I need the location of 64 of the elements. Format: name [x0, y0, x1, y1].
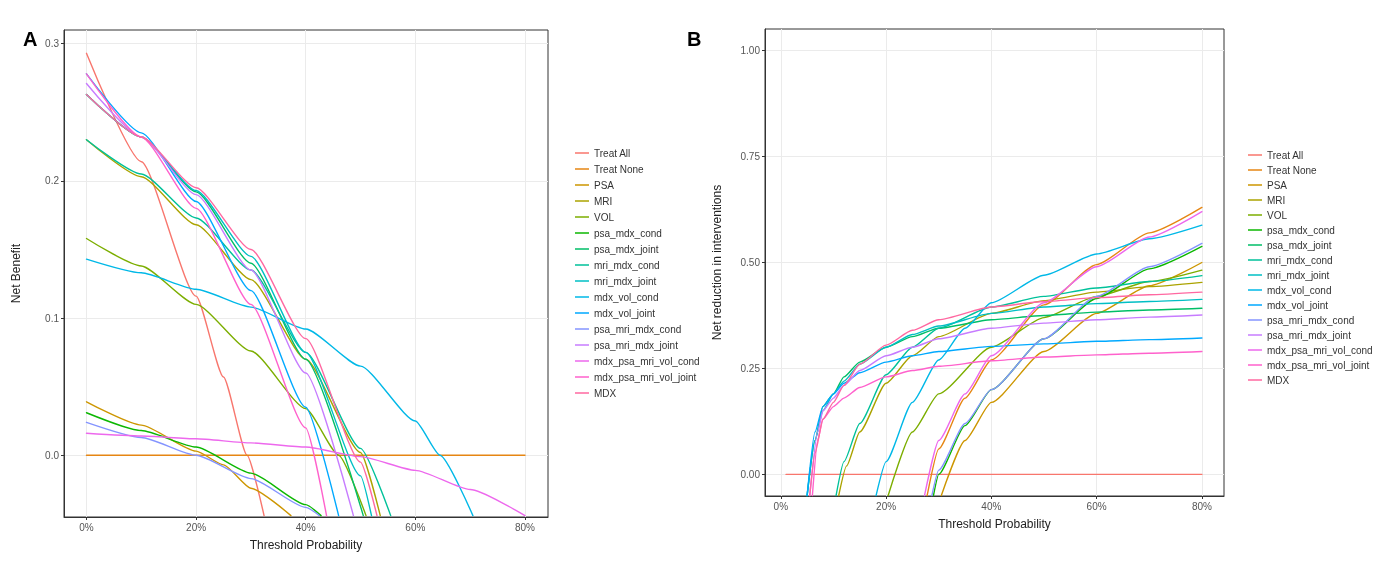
y-tick-label: 0.25	[740, 362, 761, 374]
legend-label: mdx_vol_joint	[1267, 299, 1329, 311]
y-tick-label: 1.00	[740, 45, 761, 57]
legend-label: mdx_psa_mri_vol_cond	[594, 355, 700, 367]
legend-label: Treat All	[594, 147, 631, 159]
x-tick-label: 40%	[981, 500, 1002, 512]
legend-label: psa_mdx_joint	[1267, 239, 1332, 251]
legend-label: MDX	[594, 387, 617, 399]
x-tick-label: 80%	[514, 521, 536, 533]
y-tick-label: 0.00	[740, 468, 761, 480]
legend-label: mri_mdx_joint	[594, 275, 657, 287]
y-tick-label: 0.50	[740, 257, 761, 268]
x-tick-label: 60%	[1086, 500, 1107, 512]
x-tick-label: 40%	[295, 521, 316, 533]
legend-label: mdx_psa_mri_vol_joint	[594, 371, 697, 383]
legend-label: psa_mdx_cond	[1267, 224, 1335, 236]
line-series	[85, 258, 474, 517]
x-tick-label: 80%	[1191, 500, 1213, 512]
x-tick-label: 0%	[773, 500, 789, 512]
legend-label: VOL	[594, 211, 615, 223]
y-tick-label: 0.75	[740, 151, 761, 163]
legend-label: mdx_vol_cond	[1267, 284, 1332, 296]
y-tick-label: 0.1	[45, 312, 60, 324]
x-tick-label: 20%	[186, 521, 207, 533]
legend-label: psa_mri_mdx_joint	[594, 339, 679, 351]
legend-label: Treat All	[1267, 149, 1304, 161]
x-axis-title: Threshold Probability	[938, 517, 1051, 531]
line-series	[85, 401, 292, 517]
line-series	[85, 432, 526, 517]
legend-label: psa_mdx_joint	[594, 243, 659, 255]
y-tick-label: 0.0	[45, 449, 60, 461]
x-tick-label: 20%	[876, 500, 897, 512]
line-series	[887, 269, 1203, 497]
legend-label: MDX	[1267, 374, 1290, 386]
x-axis-title: Threshold Probability	[249, 538, 363, 552]
legend-label: mdx_psa_mri_vol_joint	[1267, 359, 1370, 371]
y-tick-label: 0.2	[45, 175, 60, 187]
legend-label: MRI	[1267, 194, 1286, 206]
x-tick-label: 0%	[79, 521, 94, 533]
y-axis-title: Net reduction in interventions	[710, 184, 724, 341]
legend-label: VOL	[1267, 209, 1288, 221]
legend-label: mdx_vol_cond	[594, 291, 659, 303]
legend-label: mri_mdx_cond	[594, 259, 660, 271]
line-series	[875, 224, 1203, 497]
line-series	[85, 52, 265, 517]
legend-label: mdx_vol_joint	[594, 307, 656, 319]
legend-label: mri_mdx_joint	[1267, 269, 1330, 281]
legend-label: psa_mdx_cond	[594, 227, 662, 239]
legend-label: psa_mri_mdx_cond	[594, 323, 682, 335]
chart-title: A	[23, 28, 38, 50]
line-series	[85, 237, 367, 517]
legend-label: psa_mri_mdx_joint	[1267, 329, 1352, 341]
x-tick-label: 60%	[405, 521, 426, 533]
chart-title: B	[687, 28, 702, 50]
legend-label: psa_mri_mdx_cond	[1267, 314, 1355, 326]
legend-label: mri_mdx_cond	[1267, 254, 1333, 266]
legend-label: Treat None	[594, 163, 645, 175]
legend-label: mdx_psa_mri_vol_cond	[1267, 344, 1373, 356]
y-axis-title: Net Benefit	[9, 243, 23, 304]
legend-label: PSA	[1267, 179, 1288, 191]
y-tick-label: 0.3	[45, 38, 60, 50]
legend-label: PSA	[594, 179, 615, 191]
legend-label: MRI	[594, 195, 613, 207]
legend-label: Treat None	[1267, 164, 1318, 176]
